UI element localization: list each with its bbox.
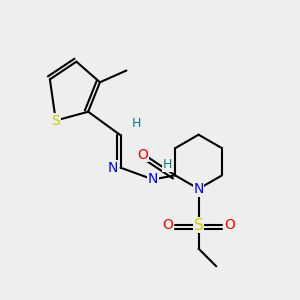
Text: O: O <box>162 218 173 232</box>
Text: S: S <box>194 218 203 232</box>
Text: N: N <box>148 172 158 186</box>
Text: H: H <box>132 117 141 130</box>
Text: O: O <box>137 148 148 162</box>
Text: N: N <box>194 182 204 196</box>
Text: O: O <box>224 218 235 232</box>
Text: H: H <box>163 158 172 171</box>
Text: S: S <box>51 114 60 128</box>
Text: N: N <box>108 161 119 175</box>
